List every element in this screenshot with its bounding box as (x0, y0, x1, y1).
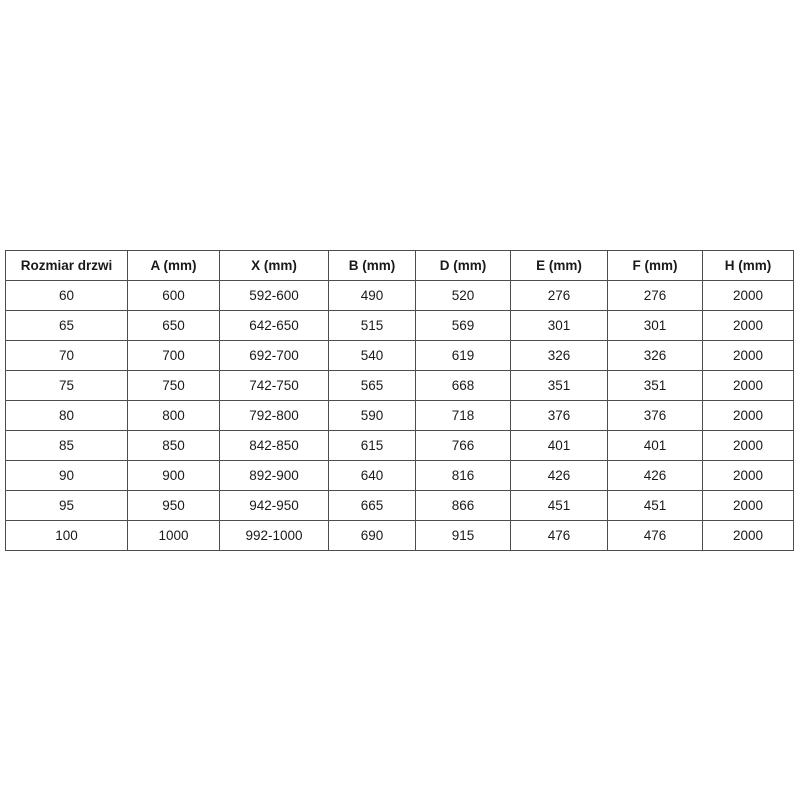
table-cell: 816 (415, 460, 511, 491)
table-cell: 718 (415, 400, 511, 431)
table-cell: 792-800 (219, 400, 329, 431)
table-row: 70 700 692-700 540 619 326 326 2000 (5, 340, 794, 371)
table-cell: 992-1000 (219, 520, 329, 551)
table-cell: 85 (5, 430, 128, 461)
table-cell: 2000 (702, 370, 794, 401)
table-cell: 700 (127, 340, 220, 371)
table-cell: 351 (510, 370, 608, 401)
table-cell: 476 (510, 520, 608, 551)
column-header: A (mm) (127, 250, 220, 281)
table-row: 80 800 792-800 590 718 376 376 2000 (5, 400, 794, 431)
table-header: Rozmiar drzwi A (mm) X (mm) B (mm) D (mm) E (… (5, 250, 794, 281)
table-cell: 2000 (702, 430, 794, 461)
table-row: 100 1000 992-1000 690 915 476 476 2000 (5, 520, 794, 551)
table-cell: 451 (510, 490, 608, 521)
table-cell: 866 (415, 490, 511, 521)
table-header-row: Rozmiar drzwi A (mm) X (mm) B (mm) D (mm) E (… (5, 250, 794, 281)
table-cell: 515 (328, 310, 416, 341)
column-header: X (mm) (219, 250, 329, 281)
table-cell: 376 (510, 400, 608, 431)
table-cell: 540 (328, 340, 416, 371)
column-header: F (mm) (607, 250, 703, 281)
table-cell: 520 (415, 280, 511, 311)
table-cell: 892-900 (219, 460, 329, 491)
table-cell: 100 (5, 520, 128, 551)
table-cell: 750 (127, 370, 220, 401)
table-row: 90 900 892-900 640 816 426 426 2000 (5, 460, 794, 491)
table-cell: 742-750 (219, 370, 329, 401)
table-cell: 950 (127, 490, 220, 521)
table-cell: 426 (510, 460, 608, 491)
table-cell: 376 (607, 400, 703, 431)
table-cell: 766 (415, 430, 511, 461)
table-cell: 942-950 (219, 490, 329, 521)
table-cell: 276 (607, 280, 703, 311)
table-cell: 401 (510, 430, 608, 461)
table-cell: 650 (127, 310, 220, 341)
table-cell: 451 (607, 490, 703, 521)
table-cell: 2000 (702, 490, 794, 521)
table-cell: 351 (607, 370, 703, 401)
table-cell: 600 (127, 280, 220, 311)
table-cell: 850 (127, 430, 220, 461)
table-cell: 490 (328, 280, 416, 311)
table-cell: 642-650 (219, 310, 329, 341)
table-cell: 615 (328, 430, 416, 461)
table-cell: 426 (607, 460, 703, 491)
table-body: 60 600 592-600 490 520 276 276 2000 65 650 642-650… (5, 280, 794, 551)
table-cell: 692-700 (219, 340, 329, 371)
table-cell: 619 (415, 340, 511, 371)
table-row: 65 650 642-650 515 569 301 301 2000 (5, 310, 794, 341)
table-cell: 326 (607, 340, 703, 371)
table-cell: 565 (328, 370, 416, 401)
table-cell: 1000 (127, 520, 220, 551)
table-cell: 65 (5, 310, 128, 341)
table-cell: 476 (607, 520, 703, 551)
table-cell: 590 (328, 400, 416, 431)
table-cell: 640 (328, 460, 416, 491)
table-cell: 800 (127, 400, 220, 431)
table-cell: 326 (510, 340, 608, 371)
table-cell: 900 (127, 460, 220, 491)
table-cell: 668 (415, 370, 511, 401)
table-cell: 2000 (702, 460, 794, 491)
table-cell: 60 (5, 280, 128, 311)
table-cell: 90 (5, 460, 128, 491)
table-row: 85 850 842-850 615 766 401 401 2000 (5, 430, 794, 461)
column-header: E (mm) (510, 250, 608, 281)
column-header: Rozmiar drzwi (5, 250, 128, 281)
table-cell: 95 (5, 490, 128, 521)
door-dimensions-table: Rozmiar drzwi A (mm) X (mm) B (mm) D (mm) E (… (5, 250, 794, 551)
table-cell: 401 (607, 430, 703, 461)
table-cell: 592-600 (219, 280, 329, 311)
table-row: 60 600 592-600 490 520 276 276 2000 (5, 280, 794, 311)
table-row: 95 950 942-950 665 866 451 451 2000 (5, 490, 794, 521)
table-cell: 665 (328, 490, 416, 521)
column-header: H (mm) (702, 250, 794, 281)
table-cell: 2000 (702, 340, 794, 371)
table-cell: 2000 (702, 400, 794, 431)
table-cell: 2000 (702, 280, 794, 311)
table-cell: 2000 (702, 310, 794, 341)
column-header: D (mm) (415, 250, 511, 281)
column-header: B (mm) (328, 250, 416, 281)
table-row: 75 750 742-750 565 668 351 351 2000 (5, 370, 794, 401)
table-cell: 276 (510, 280, 608, 311)
table-cell: 80 (5, 400, 128, 431)
table-cell: 842-850 (219, 430, 329, 461)
table-cell: 301 (510, 310, 608, 341)
table-cell: 75 (5, 370, 128, 401)
table-cell: 690 (328, 520, 416, 551)
table-cell: 301 (607, 310, 703, 341)
table-cell: 569 (415, 310, 511, 341)
table-cell: 70 (5, 340, 128, 371)
table-cell: 2000 (702, 520, 794, 551)
table-cell: 915 (415, 520, 511, 551)
